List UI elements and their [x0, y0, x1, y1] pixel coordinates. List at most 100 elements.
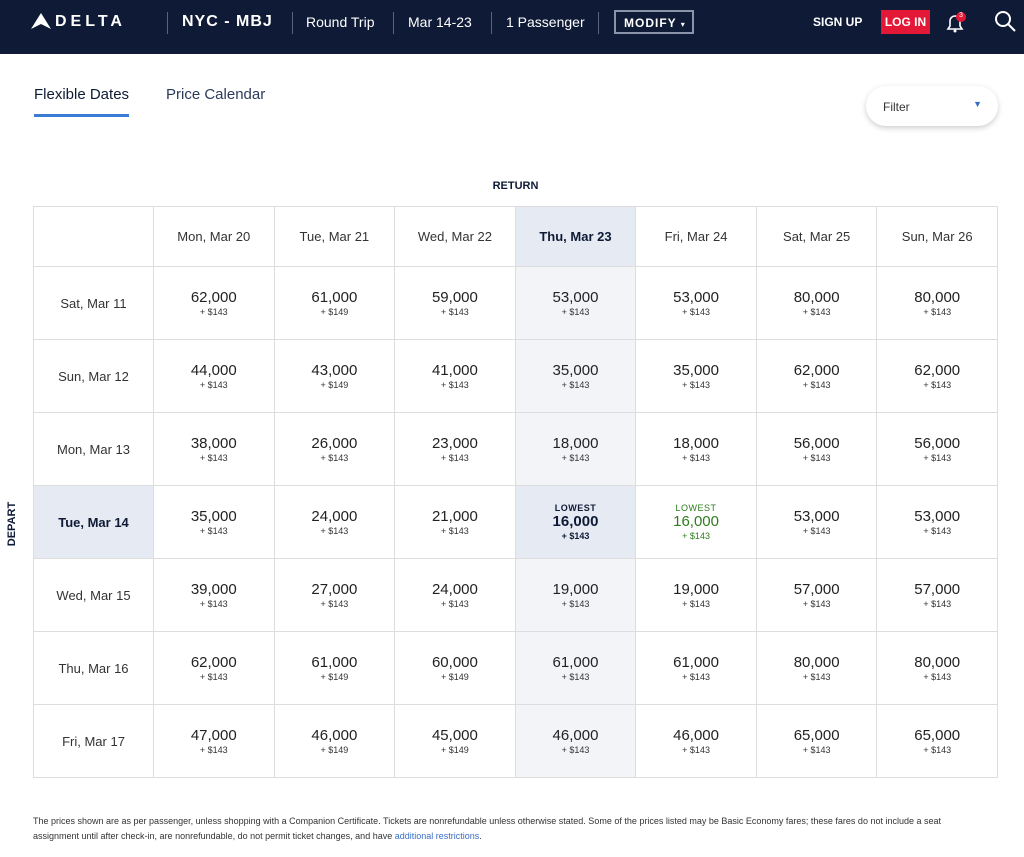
fare-cell[interactable]: 65,000 + $143 [756, 705, 878, 778]
filter-dropdown[interactable]: Filter ▼ [866, 86, 998, 126]
fare-cell[interactable]: LOWEST 16,000 + $143 [636, 486, 757, 559]
fare-cell[interactable]: 46,000 + $143 [515, 705, 637, 778]
fare-cell[interactable]: 27,000 + $143 [274, 559, 396, 632]
miles: 35,000 [673, 362, 719, 379]
fare-cell[interactable]: 19,000 + $143 [515, 559, 637, 632]
fare-cell[interactable]: 53,000 + $143 [877, 486, 998, 559]
fare-cell[interactable]: 46,000 + $149 [274, 705, 396, 778]
fare-cell[interactable]: 60,000 + $149 [395, 632, 516, 705]
fee: + $143 [923, 453, 952, 463]
fee: + $143 [199, 599, 228, 609]
fare-cell[interactable]: 38,000 + $143 [154, 413, 275, 486]
fare-cell[interactable]: 44,000 + $143 [154, 340, 275, 413]
miles: 56,000 [914, 435, 961, 452]
fare-cell[interactable]: 26,000 + $143 [274, 413, 396, 486]
fare-cell[interactable]: 56,000 + $143 [877, 413, 998, 486]
fare-cell[interactable]: 47,000 + $143 [154, 705, 275, 778]
fare-cell[interactable]: 80,000 + $143 [877, 632, 998, 705]
fee: + $143 [802, 599, 831, 609]
fare-cell[interactable]: 61,000 + $149 [274, 267, 396, 340]
modify-button[interactable]: MODIFY ▾ [614, 10, 694, 34]
row-header: Thu, Mar 16 [34, 632, 154, 705]
fare-cell[interactable]: 61,000 + $143 [515, 632, 637, 705]
fare-cell[interactable]: 35,000 + $143 [515, 340, 637, 413]
logo-text[interactable]: DELTA [55, 13, 126, 30]
disclaimer-text: The prices shown are as per passenger, u… [33, 816, 941, 841]
miles: 65,000 [914, 727, 961, 744]
column-header: Wed, Mar 22 [395, 207, 516, 267]
fee: + $143 [561, 453, 590, 463]
fare-cell[interactable]: 80,000 + $143 [877, 267, 998, 340]
fee: + $143 [682, 599, 710, 609]
fare-cell[interactable]: 24,000 + $143 [274, 486, 396, 559]
fare-cell[interactable]: 43,000 + $149 [274, 340, 396, 413]
fee: + $143 [802, 380, 831, 390]
fare-cell[interactable]: 35,000 + $143 [636, 340, 757, 413]
fare-cell[interactable]: 18,000 + $143 [515, 413, 637, 486]
fee: + $143 [923, 599, 952, 609]
fare-cell[interactable]: 46,000 + $143 [636, 705, 757, 778]
fare-cell[interactable]: 53,000 + $143 [515, 267, 637, 340]
log-in-button[interactable]: LOG IN [881, 10, 930, 34]
fare-cell[interactable]: 21,000 + $143 [395, 486, 516, 559]
return-label: RETURN [492, 180, 539, 192]
fee: + $143 [199, 745, 228, 755]
fare-cell[interactable]: 39,000 + $143 [154, 559, 275, 632]
fare-cell[interactable]: 62,000 + $143 [756, 340, 878, 413]
fare-cell[interactable]: 80,000 + $143 [756, 267, 878, 340]
row-header: Wed, Mar 15 [34, 559, 154, 632]
fare-cell[interactable]: 18,000 + $143 [636, 413, 757, 486]
fee: + $143 [441, 380, 469, 390]
fare-cell[interactable]: 35,000 + $143 [154, 486, 275, 559]
fare-cell[interactable]: 57,000 + $143 [756, 559, 878, 632]
lowest-badge: LOWEST [554, 503, 597, 513]
fare-cell[interactable]: 62,000 + $143 [154, 267, 275, 340]
fee: + $149 [320, 745, 349, 755]
bell-icon[interactable] [944, 11, 968, 35]
fare-cell[interactable]: 80,000 + $143 [756, 632, 878, 705]
fare-cell[interactable]: 57,000 + $143 [877, 559, 998, 632]
miles: 39,000 [190, 581, 237, 598]
miles: 57,000 [793, 581, 840, 598]
miles: 62,000 [190, 289, 237, 306]
fare-cell[interactable]: LOWEST 16,000 + $143 [515, 486, 637, 559]
fare-cell[interactable]: 24,000 + $143 [395, 559, 516, 632]
fee: + $143 [561, 380, 590, 390]
miles: 80,000 [914, 289, 961, 306]
fare-cell[interactable]: 53,000 + $143 [756, 486, 878, 559]
miles: 46,000 [673, 727, 719, 744]
fee: + $149 [441, 745, 469, 755]
fare-cell[interactable]: 65,000 + $143 [877, 705, 998, 778]
fee: + $143 [561, 531, 590, 541]
tab-flexible-dates[interactable]: Flexible Dates [34, 86, 130, 117]
column-header: Mon, Mar 20 [154, 207, 275, 267]
miles: 47,000 [190, 727, 237, 744]
filter-label: Filter [883, 100, 910, 114]
fare-cell[interactable]: 23,000 + $143 [395, 413, 516, 486]
fare-cell[interactable]: 45,000 + $149 [395, 705, 516, 778]
fare-cell[interactable]: 56,000 + $143 [756, 413, 878, 486]
fee: + $143 [923, 745, 952, 755]
miles: 26,000 [311, 435, 358, 452]
fare-cell[interactable]: 62,000 + $143 [877, 340, 998, 413]
disclaimer-end: . [479, 831, 482, 841]
fare-cell[interactable]: 62,000 + $143 [154, 632, 275, 705]
fare-cell[interactable]: 61,000 + $149 [274, 632, 396, 705]
row-header: Fri, Mar 17 [34, 705, 154, 778]
search-icon[interactable] [994, 10, 1018, 34]
tab-price-calendar[interactable]: Price Calendar [166, 86, 266, 103]
miles: 80,000 [914, 654, 961, 671]
row-header: Tue, Mar 14 [34, 486, 154, 559]
miles: 27,000 [311, 581, 358, 598]
restrictions-link[interactable]: additional restrictions [394, 831, 480, 841]
fare-cell[interactable]: 41,000 + $143 [395, 340, 516, 413]
miles: 46,000 [311, 727, 358, 744]
fare-cell[interactable]: 53,000 + $143 [636, 267, 757, 340]
modify-label: MODIFY [624, 16, 677, 30]
fare-cell[interactable]: 61,000 + $143 [636, 632, 757, 705]
miles: 16,000 [673, 513, 719, 530]
fare-cell[interactable]: 19,000 + $143 [636, 559, 757, 632]
fare-cell[interactable]: 59,000 + $143 [395, 267, 516, 340]
fee: + $143 [682, 453, 710, 463]
sign-up[interactable]: SIGN UP [813, 15, 863, 29]
